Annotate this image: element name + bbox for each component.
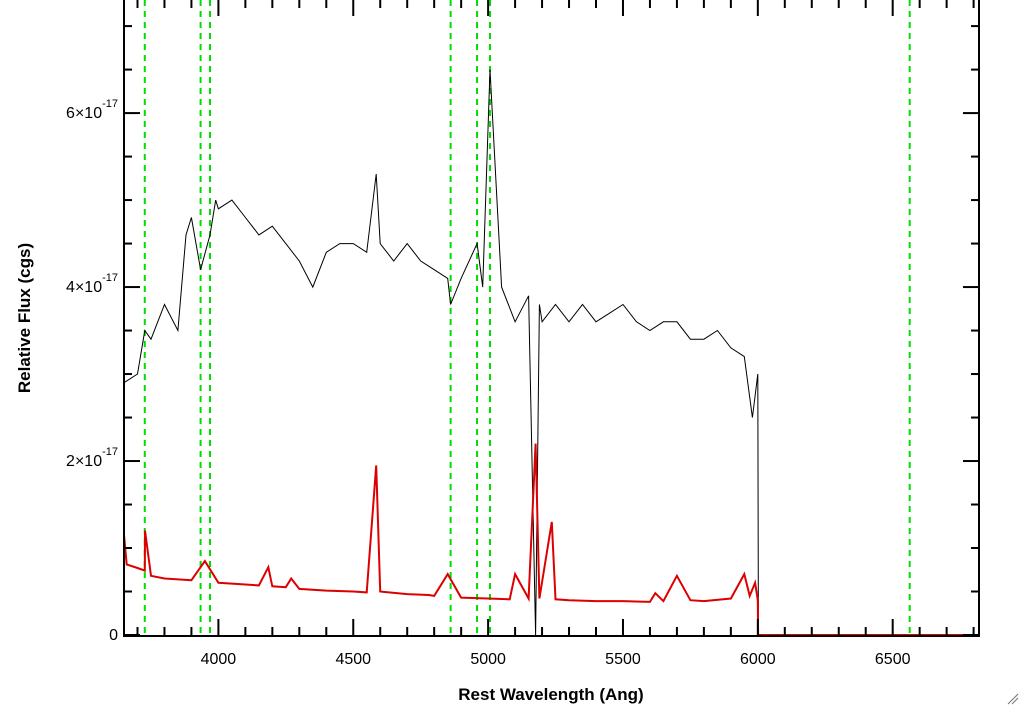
y-axis-title: Relative Flux (cgs) [15, 243, 34, 393]
x-tick-label: 6500 [875, 651, 911, 668]
x-tick-label: 5500 [605, 651, 641, 668]
error-series [123, 443, 979, 636]
resize-grip-icon[interactable] [1007, 693, 1019, 705]
plot-frame [123, 0, 980, 637]
y-tick-label: 6×10-17 [66, 98, 118, 122]
x-axis-title: Rest Wavelength (Ang) [458, 685, 643, 704]
y-tick-label: 0 [109, 627, 118, 644]
reference-lines [143, 0, 911, 635]
x-tick-label: 4000 [201, 651, 237, 668]
x-tick-label: 4500 [335, 651, 371, 668]
x-tick-label: 5000 [470, 651, 506, 668]
axis-tick-labels: 4000 4500 5000 5500 6000 6500 0 2×10-17 4×10-17 6… [66, 98, 911, 668]
x-tick-label: 6000 [740, 651, 776, 668]
y-tick-label: 2×10-17 [66, 446, 118, 470]
axis-ticks [124, 0, 979, 636]
y-tick-label: 4×10-17 [66, 272, 118, 296]
spectrum-series [123, 69, 979, 636]
